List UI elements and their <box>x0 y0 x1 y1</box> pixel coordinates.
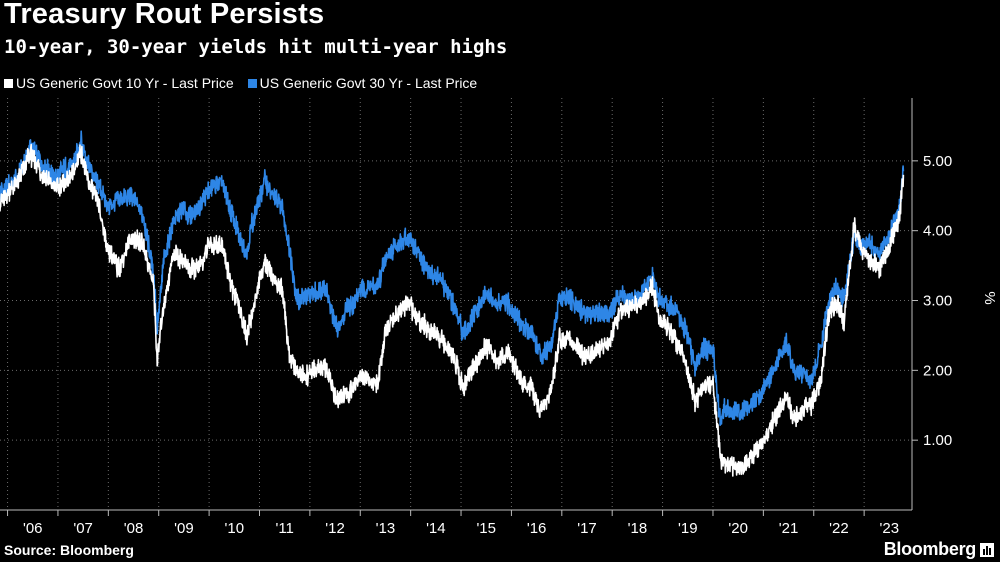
x-tick-label: '22 <box>829 520 849 537</box>
legend-swatch-10yr <box>4 78 13 88</box>
x-tick-label: '16 <box>527 520 547 537</box>
x-tick-label: '19 <box>678 520 698 537</box>
legend-swatch-30yr <box>247 78 257 88</box>
y-tick-label: 1.00 <box>923 432 952 449</box>
x-tick-label: '23 <box>880 520 900 537</box>
x-tick-label: '15 <box>476 520 496 537</box>
x-tick-label: '07 <box>73 520 93 537</box>
series-line-30yr <box>0 130 905 426</box>
legend-label-30yr: US Generic Govt 30 Yr - Last Price <box>259 75 478 91</box>
y-tick-label: 4.00 <box>923 223 952 240</box>
x-tick-label: '08 <box>124 520 144 537</box>
y-tick-label: 3.00 <box>923 293 952 310</box>
x-tick-label: '12 <box>325 520 345 537</box>
source-note: Source: Bloomberg <box>4 542 134 558</box>
legend-label-10yr: US Generic Govt 10 Yr - Last Price <box>16 75 234 91</box>
y-tick-label: 2.00 <box>923 362 952 379</box>
x-tick-label: '14 <box>426 520 446 537</box>
bloomberg-mark-icon <box>980 542 994 557</box>
x-tick-label: '20 <box>728 520 748 537</box>
series-line-10yr <box>0 143 905 477</box>
x-tick-label: '10 <box>225 520 245 537</box>
x-tick-label: '17 <box>577 520 597 537</box>
chart-subtitle: 10-year, 30-year yields hit multi-year h… <box>4 36 508 58</box>
legend-item-10yr: US Generic Govt 10 Yr - Last Price <box>4 75 234 91</box>
x-tick-label: '21 <box>779 520 799 537</box>
chart-title: Treasury Rout Persists <box>4 0 325 30</box>
x-tick-label: '18 <box>628 520 648 537</box>
x-tick-label: '11 <box>275 520 293 537</box>
x-tick-label: '09 <box>174 520 194 537</box>
legend-item-30yr: US Generic Govt 30 Yr - Last Price <box>247 75 478 91</box>
y-tick-label: 5.00 <box>923 153 952 170</box>
logo-text: Bloomberg <box>883 539 977 559</box>
x-tick-label: '13 <box>376 520 396 537</box>
bloomberg-logo: Bloomberg <box>884 539 994 560</box>
x-tick-label: '06 <box>23 520 43 537</box>
legend: US Generic Govt 10 Yr - Last Price US Ge… <box>4 75 477 91</box>
y-axis-label: % <box>981 291 998 304</box>
